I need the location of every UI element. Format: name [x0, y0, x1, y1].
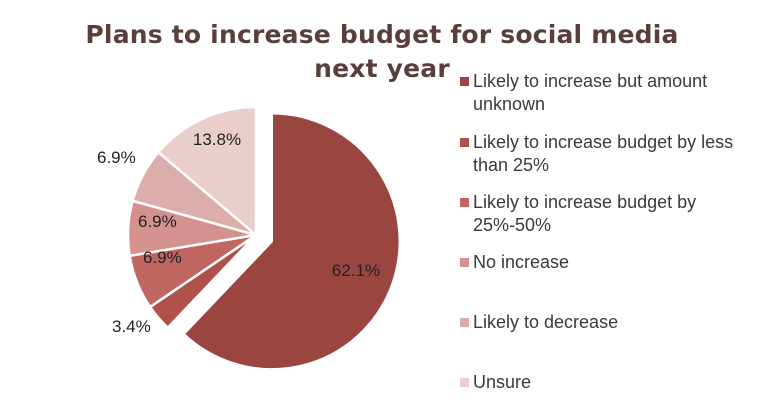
legend-item: Likely to increase budget by less than 2…: [460, 131, 756, 177]
pie-slice: [157, 105, 258, 237]
legend-label: Likely to decrease: [473, 312, 619, 332]
legend-swatch: [460, 378, 469, 387]
legend-item: Likely to decrease: [460, 311, 756, 334]
legend-label: Likely to increase budget by less than 2…: [473, 132, 734, 175]
data-label: 13.8%: [193, 130, 241, 149]
data-label: 6.9%: [143, 248, 182, 267]
pie-slices: [126, 105, 402, 371]
legend-swatch: [460, 77, 469, 86]
legend-label: Unsure: [473, 372, 532, 392]
data-label: 3.4%: [112, 317, 151, 336]
legend-label: Likely to increase but amount unknown: [473, 71, 708, 114]
legend-swatch: [460, 138, 469, 147]
pie-data-labels: 62.1% 3.4% 6.9% 6.9% 6.9% 13.8%: [97, 130, 380, 336]
legend-swatch: [460, 258, 469, 267]
legend-item: Likely to increase but amount unknown: [460, 70, 756, 116]
legend-item: No increase: [460, 251, 756, 274]
data-label: 6.9%: [97, 148, 136, 167]
legend-item: Unsure: [460, 371, 756, 394]
legend-swatch: [460, 198, 469, 207]
legend-label: No increase: [473, 252, 570, 272]
legend-item: Likely to increase budget by 25%-50%: [460, 191, 756, 237]
pie-slice: [182, 112, 402, 371]
chart-title: Plans to increase budget for social medi…: [85, 20, 679, 83]
legend-label: Likely to increase budget by 25%-50%: [473, 192, 697, 235]
data-label: 6.9%: [138, 212, 177, 231]
data-label: 62.1%: [332, 261, 380, 280]
legend-swatch: [460, 318, 469, 327]
